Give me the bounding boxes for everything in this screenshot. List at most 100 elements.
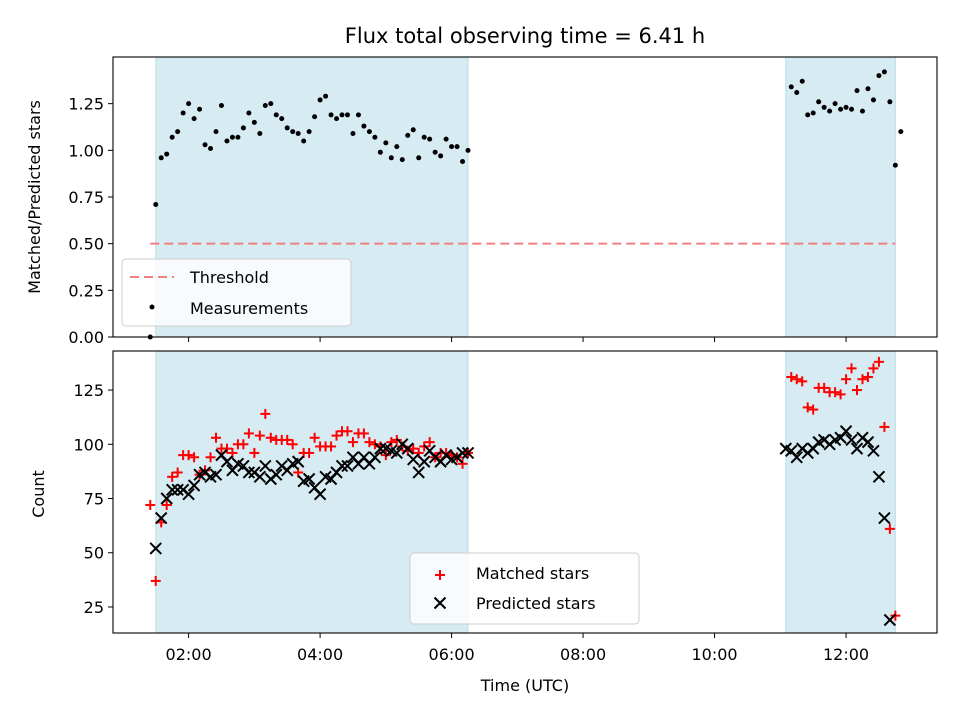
matched-star-point bbox=[802, 402, 813, 413]
matched-star-point bbox=[304, 447, 315, 458]
matched-star-point bbox=[150, 575, 161, 586]
predicted-star-point bbox=[291, 455, 305, 468]
y-tick-label-125: 125 bbox=[73, 381, 104, 400]
measurement-point bbox=[427, 136, 433, 142]
measurement-point bbox=[465, 147, 471, 153]
measurement-point bbox=[454, 144, 460, 150]
matched-star-point bbox=[884, 523, 895, 534]
predicted-star-point bbox=[456, 446, 469, 460]
predicted-star-point bbox=[160, 492, 173, 505]
predicted-star-point bbox=[259, 459, 272, 473]
x-tick-label-04-00: 04:00 bbox=[297, 645, 343, 664]
matched-star-point bbox=[221, 443, 232, 454]
x-tick-label-12-00: 12:00 bbox=[823, 645, 869, 664]
bottom-y-axis-label: Count bbox=[29, 470, 48, 518]
predicted-star-point bbox=[878, 511, 891, 525]
measurement-point bbox=[268, 101, 274, 107]
measurement-point bbox=[312, 114, 318, 120]
top-x-ticks bbox=[188, 337, 847, 342]
measurement-point bbox=[295, 131, 301, 137]
measurement-point bbox=[443, 136, 449, 142]
measurement-point bbox=[366, 129, 372, 135]
matched-star-point bbox=[862, 372, 873, 383]
matched-star-point bbox=[309, 432, 320, 443]
x-axis-label: Time (UTC) bbox=[480, 676, 569, 695]
matched-star-point bbox=[161, 500, 172, 511]
measurement-point bbox=[147, 334, 153, 340]
matched-star-point bbox=[331, 430, 342, 441]
matched-star-point bbox=[819, 382, 830, 393]
predicted-star-point bbox=[149, 542, 162, 555]
measurement-point bbox=[344, 112, 350, 118]
measurement-point bbox=[854, 88, 860, 94]
measurement-point bbox=[394, 144, 400, 150]
measurement-points bbox=[147, 69, 904, 340]
measurement-point bbox=[794, 89, 800, 95]
y-tick-label-75: 75 bbox=[84, 490, 104, 509]
measurement-point bbox=[175, 129, 181, 135]
predicted-star-point bbox=[417, 455, 431, 468]
predicted-star-point bbox=[790, 451, 803, 464]
predicted-star-point bbox=[220, 455, 234, 468]
measurement-point bbox=[339, 112, 345, 118]
measurement-point bbox=[169, 134, 175, 140]
legend-predicted-label: Predicted stars bbox=[476, 594, 596, 613]
legend-predicted-swatch bbox=[433, 596, 447, 610]
predicted-star-point bbox=[242, 466, 256, 479]
predicted-star-point bbox=[839, 425, 853, 438]
bottom-observing-windows bbox=[155, 350, 896, 634]
measurement-point bbox=[410, 127, 416, 133]
measurement-point bbox=[224, 138, 230, 144]
legend-matched-swatch bbox=[435, 570, 445, 580]
top-legend: Threshold Measurements bbox=[121, 258, 352, 327]
measurement-point bbox=[301, 138, 307, 144]
predicted-star-point bbox=[374, 442, 387, 455]
predicted-star-point bbox=[182, 487, 195, 501]
x-tick-label-06-00: 06:00 bbox=[429, 645, 475, 664]
bottom-x-axis: 02:00 04:00 06:00 08:00 10:00 12:00 bbox=[166, 633, 869, 664]
measurement-point bbox=[355, 112, 361, 118]
measurement-point bbox=[827, 108, 833, 114]
matched-star-point bbox=[835, 389, 846, 400]
measurement-point bbox=[438, 153, 444, 159]
bottom-plot-frame bbox=[112, 350, 938, 634]
legend-matched-label: Matched stars bbox=[476, 564, 589, 583]
matched-star-point bbox=[852, 385, 863, 396]
predicted-star-point bbox=[883, 613, 897, 627]
legend-threshold-label: Threshold bbox=[189, 268, 269, 287]
measurement-point bbox=[460, 159, 466, 165]
measurement-point bbox=[197, 106, 203, 112]
measurement-point bbox=[191, 116, 197, 122]
measurement-point bbox=[323, 93, 329, 99]
matched-star-point bbox=[238, 439, 249, 450]
matched-star-point bbox=[841, 374, 852, 385]
predicted-star-point bbox=[270, 468, 283, 481]
top-panel: 0.00 0.25 0.50 0.75 1.00 1.25 Matched/Predict… bbox=[25, 56, 938, 347]
predicted-star-point bbox=[313, 487, 327, 501]
matched-star-point bbox=[326, 441, 337, 452]
bottom-y-axis: 25 50 75 100 125 bbox=[73, 381, 113, 617]
measurement-point bbox=[892, 162, 898, 168]
bottom-legend-box bbox=[409, 552, 640, 625]
y-tick-label-100: 100 bbox=[73, 435, 104, 454]
predicted-star-point bbox=[390, 446, 404, 460]
matched-star-point bbox=[868, 363, 879, 374]
measurement-point bbox=[432, 149, 438, 155]
predicted-star-point bbox=[867, 444, 880, 457]
measurement-point bbox=[317, 97, 323, 103]
y-tick-label-0-00: 0.00 bbox=[68, 328, 104, 347]
measurement-point bbox=[218, 103, 224, 109]
top-legend-box bbox=[121, 258, 352, 327]
matched-star-point bbox=[857, 374, 868, 385]
measurement-point bbox=[405, 132, 411, 138]
matched-star-point bbox=[424, 437, 435, 448]
predicted-star-point bbox=[187, 479, 201, 492]
measurement-point bbox=[279, 116, 285, 122]
measurement-point bbox=[849, 106, 855, 112]
measurement-point bbox=[164, 151, 170, 157]
measurement-point bbox=[865, 86, 871, 92]
matched-star-point bbox=[243, 428, 254, 439]
observing-window-2 bbox=[785, 56, 896, 338]
predicted-star-point bbox=[171, 483, 184, 497]
